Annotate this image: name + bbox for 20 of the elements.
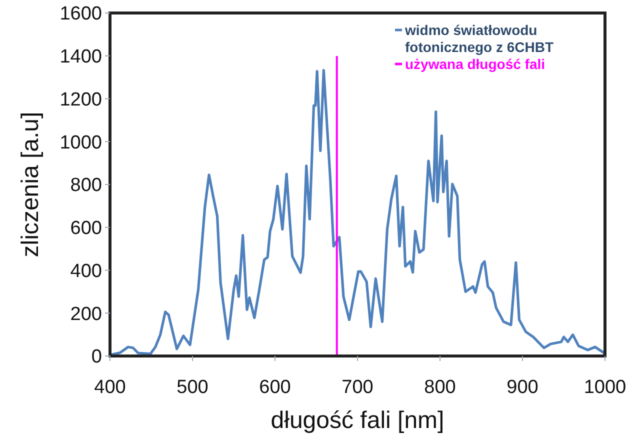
y-tick-label: 1000 [60,132,102,154]
y-tick-label: 400 [70,260,102,282]
y-tick-label: 1400 [60,46,102,68]
y-tick-label: 0 [91,346,102,368]
x-tick-label: 400 [94,377,126,398]
x-tick-label: 800 [424,377,456,398]
y-tick-label: 1600 [60,4,102,25]
x-tick-label: 1000 [584,377,626,398]
x-axis-title: długość fali [nm] [270,407,444,434]
x-tick-label: 700 [342,377,374,398]
y-tick-label: 600 [70,218,102,240]
y-tick-label: 200 [70,304,102,325]
legend-label: widmo światłowodu fotonicznego z 6CHBT [404,22,554,55]
y-tick-label: 1200 [60,89,102,110]
x-tick-label: 600 [259,377,291,398]
ref-line-label: używana długość fali [405,56,546,72]
x-tick-label: 500 [176,377,208,398]
y-tick-label: 800 [70,175,102,196]
y-axis-title: zliczenia [a.u] [17,112,44,258]
x-tick-label: 900 [506,377,538,398]
